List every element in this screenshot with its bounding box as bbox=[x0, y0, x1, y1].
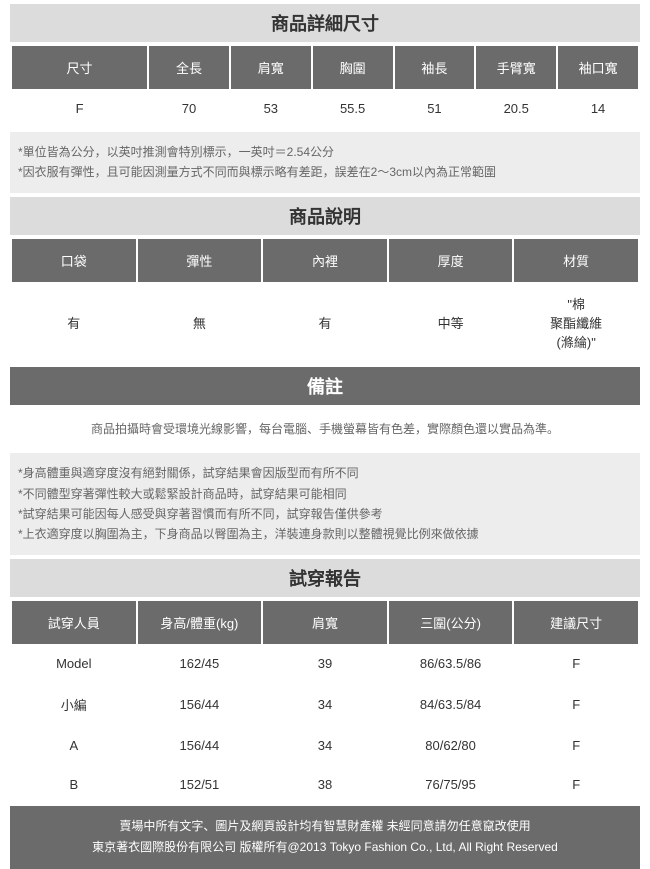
dim-header: 袖口寬 bbox=[558, 46, 638, 89]
dim-cell: 53 bbox=[231, 89, 311, 128]
fit-cell: 86/63.5/86 bbox=[389, 644, 513, 683]
dimensions-title: 商品詳細尺寸 bbox=[10, 4, 640, 42]
fit-header: 試穿人員 bbox=[12, 601, 136, 644]
footer: 賣場中所有文字、圖片及網頁設計均有智慧財產權 未經同意請勿任意竄改使用 東京著衣… bbox=[10, 806, 640, 869]
remarks-line1: 商品拍攝時會受環境光線影響，每台電腦、手機螢幕皆有色差，實際顏色還以實品為準。 bbox=[10, 409, 640, 449]
desc-header: 內裡 bbox=[263, 239, 387, 282]
desc-cell: 中等 bbox=[389, 282, 513, 363]
remarks-note-line: *不同體型穿著彈性較大或鬆緊設計商品時，試穿結果可能相同 bbox=[18, 484, 632, 504]
fit-cell: B bbox=[12, 765, 136, 804]
dimensions-table: 尺寸 全長 肩寬 胸圍 袖長 手臂寬 袖口寬 F 70 53 55.5 51 2… bbox=[10, 46, 640, 128]
desc-cell-material: "棉 聚酯纖維 (滌綸)" bbox=[514, 282, 638, 363]
fit-cell: 152/51 bbox=[138, 765, 262, 804]
fit-cell: F bbox=[514, 683, 638, 726]
fitting-table: 試穿人員 身高/體重(kg) 肩寬 三圍(公分) 建議尺寸 Model 162/… bbox=[10, 601, 640, 804]
fit-cell: 156/44 bbox=[138, 683, 262, 726]
footer-line1: 賣場中所有文字、圖片及網頁設計均有智慧財產權 未經同意請勿任意竄改使用 bbox=[18, 816, 632, 838]
dim-cell: F bbox=[12, 89, 147, 128]
dim-cell: 14 bbox=[558, 89, 638, 128]
dim-note-line: *單位皆為公分，以英吋推測會特別標示，一英吋＝2.54公分 bbox=[18, 142, 632, 162]
dim-cell: 70 bbox=[149, 89, 229, 128]
desc-header: 材質 bbox=[514, 239, 638, 282]
description-table: 口袋 彈性 內裡 厚度 材質 有 無 有 中等 "棉 聚酯纖維 (滌綸)" bbox=[10, 239, 640, 363]
fit-cell: 39 bbox=[263, 644, 387, 683]
desc-cell: 無 bbox=[138, 282, 262, 363]
fit-cell: Model bbox=[12, 644, 136, 683]
dim-cell: 51 bbox=[395, 89, 475, 128]
fit-cell: 小編 bbox=[12, 683, 136, 726]
fit-cell: 38 bbox=[263, 765, 387, 804]
dim-header: 手臂寬 bbox=[476, 46, 556, 89]
dim-header: 肩寬 bbox=[231, 46, 311, 89]
desc-header: 厚度 bbox=[389, 239, 513, 282]
fit-header: 身高/體重(kg) bbox=[138, 601, 262, 644]
description-title: 商品說明 bbox=[10, 197, 640, 235]
fit-header: 建議尺寸 bbox=[514, 601, 638, 644]
fit-cell: 34 bbox=[263, 683, 387, 726]
fit-cell: F bbox=[514, 765, 638, 804]
dim-cell: 55.5 bbox=[313, 89, 393, 128]
remarks-note-line: *上衣適穿度以胸圍為主，下身商品以臀圍為主，洋裝連身款則以整體視覺比例來做依據 bbox=[18, 524, 632, 544]
fit-cell: F bbox=[514, 726, 638, 765]
dim-header: 袖長 bbox=[395, 46, 475, 89]
fit-cell: 162/45 bbox=[138, 644, 262, 683]
desc-header: 口袋 bbox=[12, 239, 136, 282]
dim-header: 全長 bbox=[149, 46, 229, 89]
desc-cell: 有 bbox=[12, 282, 136, 363]
fit-cell: 84/63.5/84 bbox=[389, 683, 513, 726]
desc-header: 彈性 bbox=[138, 239, 262, 282]
fit-cell: 76/75/95 bbox=[389, 765, 513, 804]
fit-cell: 80/62/80 bbox=[389, 726, 513, 765]
remarks-title: 備註 bbox=[10, 367, 640, 405]
fit-cell: 34 bbox=[263, 726, 387, 765]
dimensions-notes: *單位皆為公分，以英吋推測會特別標示，一英吋＝2.54公分 *因衣服有彈性，且可… bbox=[10, 132, 640, 193]
remarks-notes: *身高體重與適穿度沒有絕對關係，試穿結果會因版型而有所不同 *不同體型穿著彈性較… bbox=[10, 453, 640, 555]
fit-cell: A bbox=[12, 726, 136, 765]
fit-cell: 156/44 bbox=[138, 726, 262, 765]
footer-line2: 東京著衣國際股份有限公司 版權所有@2013 Tokyo Fashion Co.… bbox=[18, 837, 632, 859]
remarks-note-line: *身高體重與適穿度沒有絕對關係，試穿結果會因版型而有所不同 bbox=[18, 463, 632, 483]
remarks-note-line: *試穿結果可能因每人感受與穿著習慣而有所不同，試穿報告僅供參考 bbox=[18, 504, 632, 524]
fit-header: 三圍(公分) bbox=[389, 601, 513, 644]
dim-cell: 20.5 bbox=[476, 89, 556, 128]
fit-header: 肩寬 bbox=[263, 601, 387, 644]
desc-cell: 有 bbox=[263, 282, 387, 363]
dim-note-line: *因衣服有彈性，且可能因測量方式不同而與標示略有差距，誤差在2～3cm以內為正常… bbox=[18, 162, 632, 182]
dim-header: 胸圍 bbox=[313, 46, 393, 89]
dim-header: 尺寸 bbox=[12, 46, 147, 89]
fit-cell: F bbox=[514, 644, 638, 683]
fitting-title: 試穿報告 bbox=[10, 559, 640, 597]
